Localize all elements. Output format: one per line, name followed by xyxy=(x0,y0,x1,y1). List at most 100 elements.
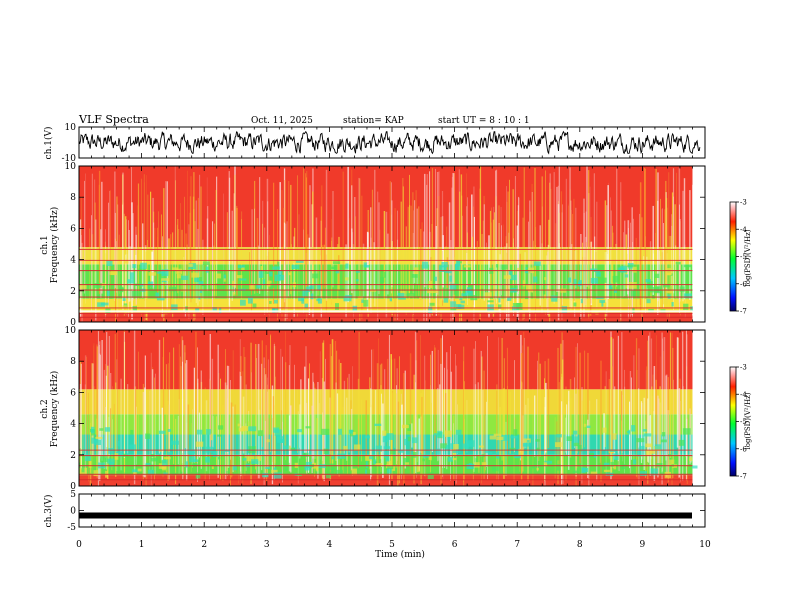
ch1spec-streak xyxy=(154,227,156,286)
ch1spec-streak xyxy=(202,239,204,315)
ch1spec-blob xyxy=(131,291,140,298)
ch1spec-streak xyxy=(104,241,106,312)
ch2spec-blob xyxy=(273,427,280,433)
ch2spec-blob xyxy=(288,445,291,450)
ch1spec-blob xyxy=(419,297,422,301)
ch2spec-blob xyxy=(404,438,407,446)
ch1spec-blob xyxy=(453,307,460,311)
ch2spec-streak xyxy=(633,355,635,465)
ch2spec-streak xyxy=(371,349,373,477)
ch1spec-streak xyxy=(262,200,264,290)
ch2spec-blob xyxy=(577,445,582,452)
ch1spec-blob xyxy=(269,301,272,304)
ch2spec-blob xyxy=(593,450,597,458)
ch1spec-streak xyxy=(453,173,455,321)
ch2spec-blob xyxy=(583,423,587,427)
x-tick-label: 8 xyxy=(577,540,583,550)
ch2spec-blob xyxy=(386,460,391,466)
ch3-voltage-trace xyxy=(79,512,692,519)
ch2spec-streak xyxy=(599,412,601,463)
ch1spec-streak xyxy=(116,241,117,293)
ch2spec-streak xyxy=(584,350,586,448)
ch2spec-streak xyxy=(431,402,432,461)
ch2spec-streak xyxy=(145,399,147,486)
ch1spec-blob xyxy=(544,277,547,281)
ch2spec-blob xyxy=(137,468,142,472)
ch2spec-streak xyxy=(266,377,268,468)
ch1spec-streak xyxy=(98,170,101,295)
ch2spec-streak xyxy=(523,337,525,449)
ch2spec-streak xyxy=(445,393,447,447)
ch1spec-blob xyxy=(411,274,418,278)
ch1spec-streak xyxy=(150,191,152,289)
ch2spec-streak xyxy=(242,396,245,454)
ch2spec-streak xyxy=(91,363,93,457)
ch1spec-blob xyxy=(596,296,604,299)
ch2spec-streak xyxy=(224,382,227,480)
ch1spec-streak xyxy=(402,178,404,284)
ch2spec-streak xyxy=(352,366,353,476)
ch2spec-streak xyxy=(98,341,101,481)
ch2spec-blob xyxy=(407,424,412,431)
ch2spec-streak xyxy=(96,376,99,452)
ch2spec-streak xyxy=(396,368,398,461)
ch1spec-streak xyxy=(391,200,393,287)
ch1-voltage-trace xyxy=(78,130,701,155)
ch1spec-streak xyxy=(541,206,543,287)
ch2spec-blob xyxy=(621,464,626,470)
ch1spec-blob xyxy=(343,296,352,302)
ch2spec-streak xyxy=(182,361,183,454)
ch2spec-streak xyxy=(653,366,656,481)
ch2spec-streak xyxy=(97,331,99,486)
ch1spec-streak xyxy=(641,217,643,319)
ch2spec-blob xyxy=(660,439,667,443)
ch1spec-blob xyxy=(445,270,452,274)
ch1spec-streak xyxy=(195,200,197,304)
ch2spec-blob xyxy=(88,461,92,468)
ch1spec-blob xyxy=(236,275,243,279)
ch1spec-streak xyxy=(213,245,215,308)
ch1spec-blob xyxy=(269,271,273,277)
ch2spec-blob xyxy=(447,434,451,440)
ch2spec-blob xyxy=(636,438,645,443)
ch1spec-blob xyxy=(631,290,636,297)
ch1spec-blob xyxy=(501,264,508,270)
ch2spec-streak xyxy=(649,332,651,454)
ch2spec-streak xyxy=(424,355,426,477)
ch1spec-streak xyxy=(413,210,414,315)
ch1spec-blob xyxy=(496,264,499,268)
ch1spec-streak xyxy=(515,199,516,302)
ch2spec-streak xyxy=(637,409,638,459)
ch2spec-streak xyxy=(227,366,230,468)
ch2spec-blob xyxy=(365,461,368,469)
ch2spec-blob xyxy=(496,436,504,441)
ch2spec-blob xyxy=(163,472,168,475)
ch1spec-band xyxy=(79,166,693,248)
ch1spec-streak xyxy=(505,252,508,315)
ch1spec-streak xyxy=(644,168,646,299)
ch1spec-streak xyxy=(385,211,388,318)
ch1spec-streak xyxy=(306,177,307,293)
ch1spec-streak xyxy=(228,177,231,313)
ch1spec-blob xyxy=(256,284,261,289)
ch1spec-blob xyxy=(613,289,617,293)
ch2spec-streak xyxy=(115,382,117,477)
ch2spec-streak xyxy=(209,334,211,449)
ch2spec-streak xyxy=(629,401,631,469)
ch2spec-blob xyxy=(99,456,108,463)
ch2spec-streak xyxy=(204,387,206,481)
ch2spec-blob xyxy=(536,467,539,471)
ch1spec-streak xyxy=(338,255,340,284)
ch1spec-streak xyxy=(624,220,626,297)
ch2spec-streak xyxy=(96,344,98,449)
ch1spec-streak xyxy=(126,219,127,291)
ch1spec-streak xyxy=(172,232,174,318)
ch1spec-streak xyxy=(481,234,483,289)
ch1spec-streak xyxy=(529,200,531,322)
ch1spec-streak xyxy=(124,216,127,314)
ch1spec-streak xyxy=(144,182,145,301)
ch1spec-streak xyxy=(410,205,412,289)
ch2spec-band xyxy=(79,330,693,390)
ch2spec-blob xyxy=(306,461,313,469)
